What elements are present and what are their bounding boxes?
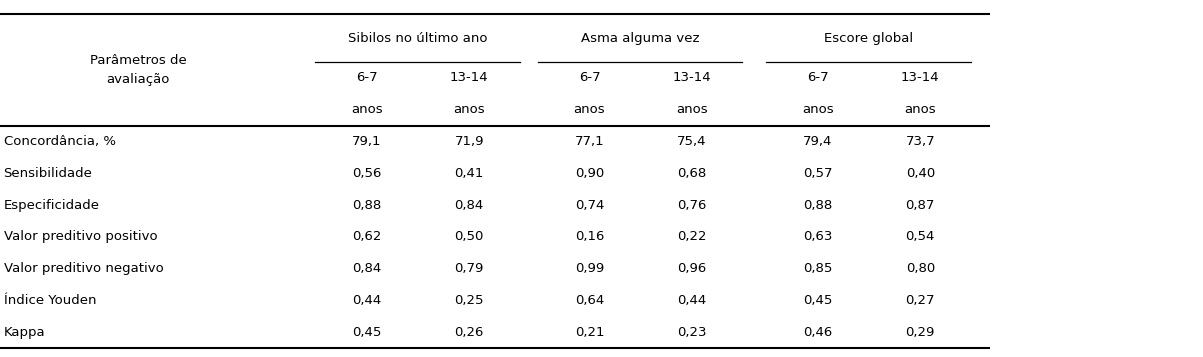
Text: Sibilos no último ano: Sibilos no último ano (348, 32, 487, 45)
Text: 0,45: 0,45 (352, 326, 381, 339)
Text: 6-7: 6-7 (579, 71, 600, 84)
Text: 0,87: 0,87 (906, 198, 935, 211)
Text: anos: anos (905, 103, 936, 116)
Text: 0,56: 0,56 (352, 167, 381, 180)
Text: 75,4: 75,4 (677, 135, 706, 148)
Text: 77,1: 77,1 (575, 135, 604, 148)
Text: 0,26: 0,26 (455, 326, 484, 339)
Text: 0,16: 0,16 (575, 230, 604, 243)
Text: anos: anos (351, 103, 383, 116)
Text: 0,45: 0,45 (804, 294, 832, 307)
Text: Asma alguma vez: Asma alguma vez (581, 32, 699, 45)
Text: Escore global: Escore global (824, 32, 913, 45)
Text: 6-7: 6-7 (356, 71, 378, 84)
Text: 0,40: 0,40 (906, 167, 935, 180)
Text: 0,22: 0,22 (677, 230, 706, 243)
Text: 0,46: 0,46 (804, 326, 832, 339)
Text: 0,64: 0,64 (575, 294, 604, 307)
Text: 0,62: 0,62 (352, 230, 381, 243)
Text: 71,9: 71,9 (455, 135, 484, 148)
Text: 0,88: 0,88 (352, 198, 381, 211)
Text: 0,44: 0,44 (352, 294, 381, 307)
Text: 79,4: 79,4 (804, 135, 832, 148)
Text: Parâmetros de
avaliação: Parâmetros de avaliação (90, 54, 186, 86)
Text: 0,50: 0,50 (455, 230, 484, 243)
Text: 0,29: 0,29 (906, 326, 935, 339)
Text: anos: anos (802, 103, 834, 116)
Text: 0,74: 0,74 (575, 198, 604, 211)
Text: 79,1: 79,1 (352, 135, 381, 148)
Text: 0,84: 0,84 (352, 262, 381, 275)
Text: 0,85: 0,85 (804, 262, 832, 275)
Text: 0,80: 0,80 (906, 262, 935, 275)
Text: 0,79: 0,79 (455, 262, 484, 275)
Text: 0,88: 0,88 (804, 198, 832, 211)
Text: Kappa: Kappa (4, 326, 46, 339)
Text: 0,41: 0,41 (455, 167, 484, 180)
Text: Índice Youden: Índice Youden (4, 294, 96, 307)
Text: Concordância, %: Concordância, % (4, 135, 115, 148)
Text: 0,68: 0,68 (677, 167, 706, 180)
Text: 0,90: 0,90 (575, 167, 604, 180)
Text: 13-14: 13-14 (450, 71, 488, 84)
Text: 73,7: 73,7 (906, 135, 935, 148)
Text: 6-7: 6-7 (807, 71, 829, 84)
Text: Valor preditivo positivo: Valor preditivo positivo (4, 230, 158, 243)
Text: 0,57: 0,57 (804, 167, 832, 180)
Text: 0,54: 0,54 (906, 230, 935, 243)
Text: anos: anos (574, 103, 605, 116)
Text: 0,76: 0,76 (677, 198, 706, 211)
Text: 0,27: 0,27 (906, 294, 935, 307)
Text: 0,23: 0,23 (677, 326, 706, 339)
Text: 0,25: 0,25 (455, 294, 484, 307)
Text: 0,99: 0,99 (575, 262, 604, 275)
Text: 13-14: 13-14 (901, 71, 940, 84)
Text: Sensibilidade: Sensibilidade (4, 167, 93, 180)
Text: anos: anos (676, 103, 707, 116)
Text: anos: anos (454, 103, 485, 116)
Text: 0,84: 0,84 (455, 198, 484, 211)
Text: 13-14: 13-14 (672, 71, 711, 84)
Text: 0,63: 0,63 (804, 230, 832, 243)
Text: 0,44: 0,44 (677, 294, 706, 307)
Text: Especificidade: Especificidade (4, 198, 100, 211)
Text: 0,21: 0,21 (575, 326, 604, 339)
Text: Valor preditivo negativo: Valor preditivo negativo (4, 262, 164, 275)
Text: 0,96: 0,96 (677, 262, 706, 275)
